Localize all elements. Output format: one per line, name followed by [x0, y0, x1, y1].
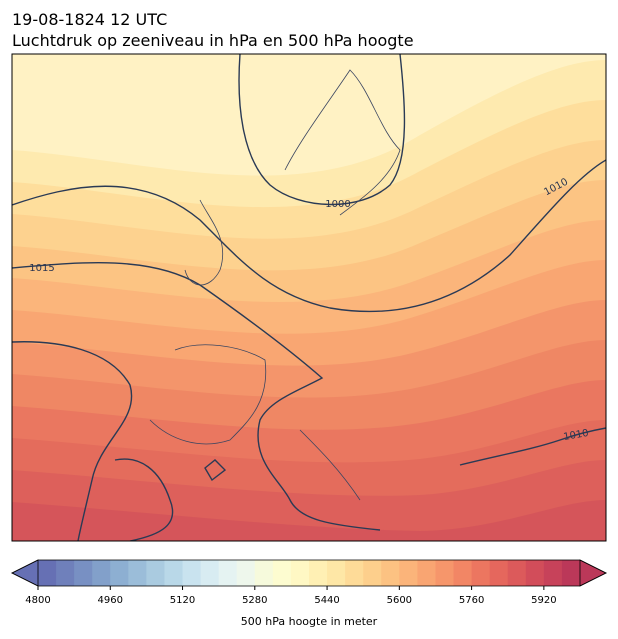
colorbar-swatch [74, 560, 93, 586]
colorbar-swatch [56, 560, 75, 586]
colorbar-swatch [561, 560, 581, 586]
colorbar-swatch [146, 560, 165, 586]
colorbar-swatch [182, 560, 202, 586]
colorbar-swatch [254, 560, 274, 586]
colorbar-tick-label: 4800 [25, 595, 50, 606]
colorbar-swatch [363, 560, 382, 586]
colorbar-swatch [236, 560, 256, 586]
colorbar-swatch [218, 560, 238, 586]
colorbar-swatch [489, 560, 509, 586]
colorbar-tick-label: 5600 [387, 595, 412, 606]
isobar-label: 1010 [563, 428, 590, 443]
subtitle: Luchtdruk op zeeniveau in hPa en 500 hPa… [12, 31, 414, 50]
colorbar-swatch [38, 560, 57, 586]
map [12, 54, 606, 541]
colorbar-swatch [110, 560, 129, 586]
colorbar-swatch [290, 560, 310, 586]
colorbar-swatch [453, 560, 473, 586]
colorbar-swatch [435, 560, 455, 586]
colorbar-swatch [128, 560, 147, 586]
colorbar-tick-label: 5440 [314, 595, 339, 606]
colorbar-tick-label: 5920 [531, 595, 556, 606]
colorbar-swatch [164, 560, 184, 586]
colorbar-tick-label: 5280 [242, 595, 267, 606]
colorbar-label: 500 hPa hoogte in meter [241, 615, 378, 628]
colorbar-swatch [200, 560, 220, 586]
colorbar-extend-low [11, 559, 39, 587]
colorbar-tick-label: 5120 [170, 595, 195, 606]
isobar-label: 1000 [325, 199, 350, 210]
colorbar-swatch [399, 560, 418, 586]
colorbar-swatch [471, 560, 491, 586]
colorbar-tick-label: 4960 [98, 595, 123, 606]
colorbar-swatch [507, 560, 527, 586]
coast [149, 69, 401, 501]
colorbar-swatch [92, 560, 111, 586]
isobar-label: 1015 [29, 263, 54, 274]
colorbar-swatch [525, 560, 545, 586]
colorbar-swatch [327, 560, 346, 586]
map-frame [11, 53, 607, 542]
colorbar-swatch [345, 560, 364, 586]
colorbar: 4800 4960 5120 5280 5440 5600 5760 5920 [11, 559, 607, 606]
colorbar-swatch [381, 560, 400, 586]
colorbar-tick-label: 5760 [459, 595, 484, 606]
title: 19-08-1824 12 UTC [12, 10, 167, 29]
colorbar-swatch [543, 560, 563, 586]
colorbar-extend-high [579, 559, 607, 587]
colorbar-frame [11, 559, 607, 587]
colorbar-swatch [272, 560, 292, 586]
colorbar-swatch [417, 560, 436, 586]
isobars [12, 54, 606, 541]
colorbar-swatch [309, 560, 328, 586]
